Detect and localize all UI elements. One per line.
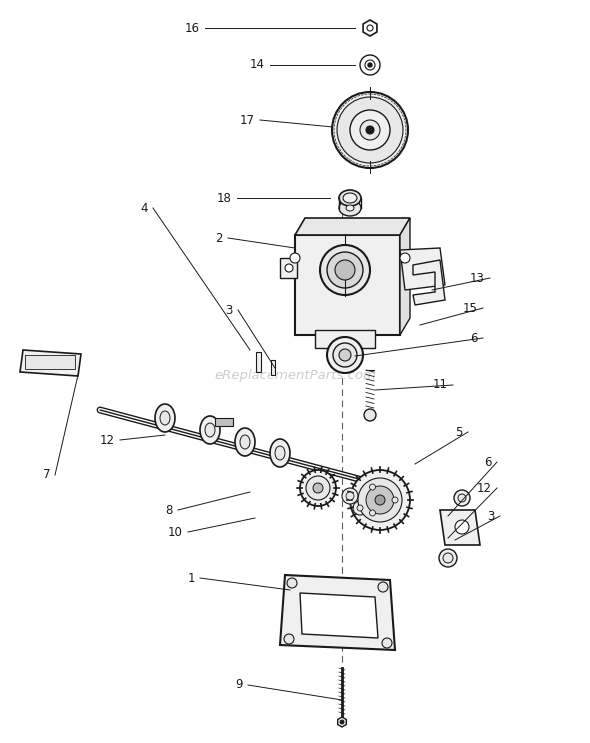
Circle shape (337, 97, 403, 163)
Circle shape (392, 497, 398, 503)
Bar (256, 352, 261, 372)
Text: 18: 18 (217, 192, 232, 204)
Ellipse shape (160, 411, 170, 425)
Text: eReplacementParts.com: eReplacementParts.com (214, 369, 376, 381)
Circle shape (454, 490, 470, 506)
Circle shape (365, 60, 375, 70)
Bar (315, 330, 375, 348)
Ellipse shape (200, 416, 220, 444)
Bar (280, 258, 297, 278)
Text: 13: 13 (470, 271, 485, 285)
Polygon shape (20, 350, 81, 376)
Circle shape (367, 25, 373, 31)
Text: 17: 17 (240, 114, 255, 126)
Circle shape (327, 337, 363, 373)
Circle shape (382, 638, 392, 648)
Circle shape (353, 501, 367, 515)
Circle shape (366, 486, 394, 514)
Text: 3: 3 (487, 510, 495, 522)
Polygon shape (363, 20, 377, 36)
Text: 1: 1 (188, 571, 195, 585)
Text: 7: 7 (42, 469, 50, 481)
Text: 11: 11 (433, 378, 448, 392)
Text: 14: 14 (250, 59, 265, 71)
Circle shape (339, 349, 351, 361)
Bar (295, 235, 400, 335)
Text: 12: 12 (477, 481, 492, 495)
Circle shape (350, 470, 410, 530)
Text: 8: 8 (166, 504, 173, 516)
Bar (25, 355, 75, 369)
Polygon shape (413, 260, 445, 305)
Ellipse shape (205, 423, 215, 437)
Circle shape (306, 476, 330, 500)
Ellipse shape (155, 404, 175, 432)
Text: 2: 2 (215, 232, 223, 244)
Text: 6: 6 (470, 331, 478, 345)
Circle shape (378, 582, 388, 592)
Polygon shape (300, 593, 378, 638)
Circle shape (340, 720, 344, 724)
Circle shape (333, 343, 357, 367)
Text: 16: 16 (185, 22, 200, 34)
Ellipse shape (240, 435, 250, 449)
Circle shape (360, 120, 380, 140)
Polygon shape (295, 218, 410, 235)
Circle shape (346, 492, 354, 500)
Circle shape (368, 63, 372, 67)
Ellipse shape (339, 200, 361, 216)
Circle shape (335, 260, 355, 280)
Circle shape (366, 126, 374, 134)
Text: 15: 15 (463, 302, 478, 314)
Text: 10: 10 (168, 525, 183, 539)
Ellipse shape (235, 428, 255, 456)
Circle shape (342, 488, 358, 504)
Circle shape (290, 253, 300, 263)
Circle shape (439, 549, 457, 567)
Circle shape (313, 483, 323, 493)
Circle shape (455, 520, 469, 534)
Bar (271, 360, 275, 375)
Circle shape (443, 553, 453, 563)
Ellipse shape (275, 446, 285, 460)
Ellipse shape (270, 439, 290, 467)
Polygon shape (440, 510, 480, 545)
Circle shape (360, 55, 380, 75)
Circle shape (300, 470, 336, 506)
Polygon shape (400, 248, 445, 290)
Circle shape (285, 264, 293, 272)
Text: 6: 6 (484, 455, 492, 469)
Circle shape (287, 578, 297, 588)
Text: 9: 9 (235, 678, 243, 692)
Ellipse shape (346, 205, 354, 211)
Text: 5: 5 (455, 426, 463, 438)
Polygon shape (400, 218, 410, 335)
Circle shape (332, 92, 408, 168)
Bar (215, 418, 233, 426)
Circle shape (350, 110, 390, 150)
Ellipse shape (339, 190, 361, 206)
Ellipse shape (343, 193, 357, 203)
Circle shape (400, 253, 410, 263)
Polygon shape (337, 717, 346, 727)
Text: 12: 12 (100, 433, 115, 447)
Circle shape (327, 252, 363, 288)
Polygon shape (280, 575, 395, 650)
Circle shape (284, 634, 294, 644)
Circle shape (369, 484, 375, 490)
Circle shape (358, 478, 402, 522)
Circle shape (320, 245, 370, 295)
Circle shape (364, 409, 376, 421)
Circle shape (458, 494, 466, 502)
Circle shape (357, 505, 363, 511)
Text: 3: 3 (225, 303, 233, 317)
Circle shape (375, 495, 385, 505)
Text: 4: 4 (140, 201, 148, 215)
Circle shape (369, 510, 375, 516)
